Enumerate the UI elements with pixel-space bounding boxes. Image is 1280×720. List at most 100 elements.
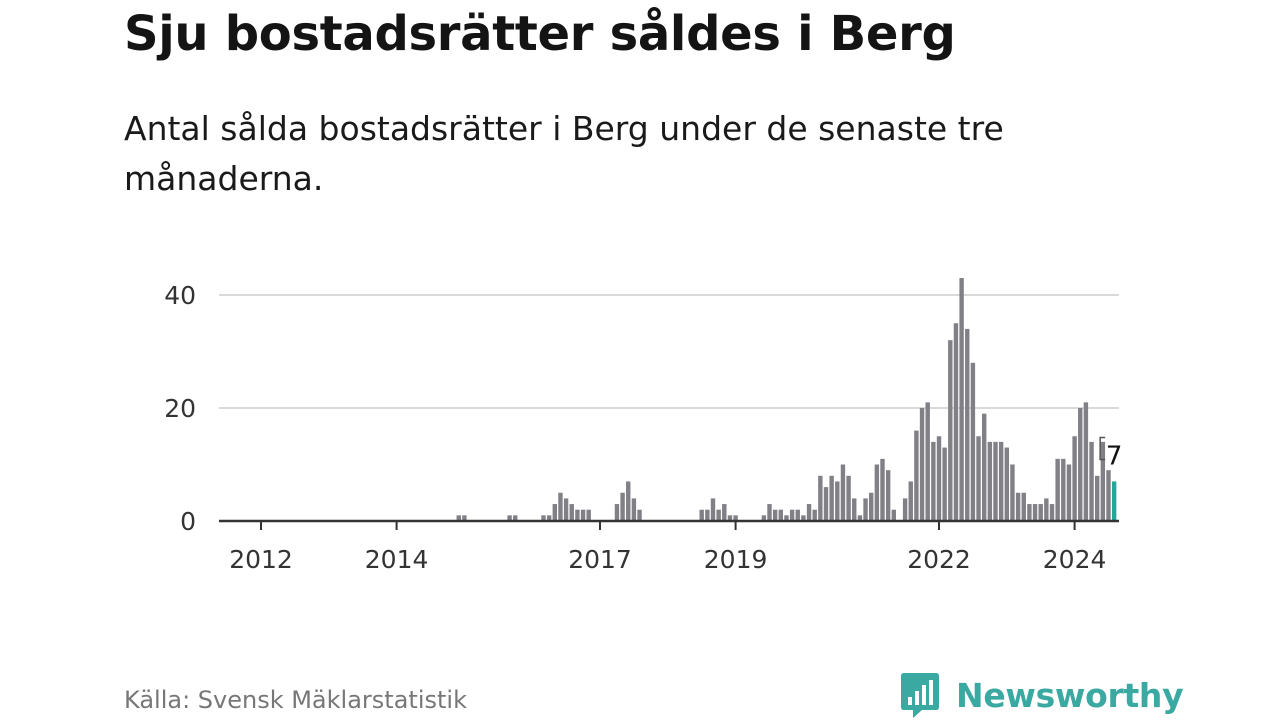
bar <box>784 515 789 521</box>
bar <box>722 504 727 521</box>
x-tick-label-2022: 2022 <box>907 545 971 574</box>
bar <box>462 515 467 521</box>
bar <box>835 481 840 521</box>
bar <box>1083 402 1089 521</box>
x-tick-label-2014: 2014 <box>365 545 429 574</box>
bar <box>993 441 998 521</box>
bar <box>586 509 591 521</box>
bar <box>998 441 1004 521</box>
bar <box>733 515 738 521</box>
bar <box>1066 464 1072 521</box>
bar <box>936 436 942 521</box>
bar <box>1055 458 1060 521</box>
data-label-latest: 7 <box>1106 441 1123 471</box>
labels: 0 20 40 2012 2014 2017 2019 2022 2024 7 <box>164 281 1122 574</box>
bar <box>1106 470 1111 521</box>
bar <box>914 430 919 521</box>
bar <box>908 481 913 521</box>
source-note: Källa: Svensk Mäklarstatistik <box>124 686 467 714</box>
bar <box>1044 498 1049 521</box>
y-tick-label-0: 0 <box>180 507 196 536</box>
bar <box>970 362 976 521</box>
annotation-bracket <box>1099 436 1106 461</box>
bar <box>891 509 896 521</box>
bar <box>637 509 642 521</box>
bar <box>1072 436 1077 521</box>
bar <box>569 504 574 521</box>
bar <box>778 509 783 521</box>
bar <box>823 487 829 521</box>
bar <box>552 504 557 521</box>
bar <box>727 515 733 521</box>
axes <box>219 519 1119 530</box>
bar <box>874 464 880 521</box>
gridlines <box>219 294 1119 409</box>
bar <box>806 504 812 521</box>
brand-name: Newsworthy <box>956 675 1184 715</box>
bar <box>710 498 716 521</box>
x-tick-label-2017: 2017 <box>568 545 632 574</box>
bar <box>863 498 868 521</box>
bar <box>1038 504 1043 521</box>
bar <box>1061 458 1066 521</box>
bar <box>789 509 795 521</box>
y-tick-label-20: 20 <box>164 394 196 423</box>
bar <box>840 464 846 521</box>
bar <box>1010 464 1015 521</box>
bar <box>1095 475 1100 521</box>
bar <box>456 515 461 521</box>
bar <box>987 441 993 521</box>
bar <box>925 402 930 521</box>
bar <box>1100 441 1106 521</box>
newsworthy-logo-icon <box>901 673 939 718</box>
bar <box>931 441 936 521</box>
x-tick-label-2019: 2019 <box>704 545 768 574</box>
bar <box>829 475 834 521</box>
x-tick-label-2024: 2024 <box>1043 545 1107 574</box>
bar <box>580 509 586 521</box>
bar <box>1027 504 1032 521</box>
bar <box>558 492 563 521</box>
bar <box>1049 504 1055 521</box>
bar <box>767 504 772 521</box>
bar <box>880 458 885 521</box>
bar <box>965 328 970 521</box>
bar <box>1032 504 1038 521</box>
bar <box>976 436 981 521</box>
bar <box>801 515 806 521</box>
bar <box>1015 492 1021 521</box>
bar <box>1078 408 1083 521</box>
bar <box>846 475 851 521</box>
bar <box>1021 492 1026 521</box>
bar <box>953 323 959 521</box>
bar <box>812 509 817 521</box>
bar-series <box>456 278 1117 521</box>
bar <box>620 492 625 521</box>
bar <box>631 498 637 521</box>
x-tick-label-2012: 2012 <box>229 545 293 574</box>
bar <box>885 470 891 521</box>
bar <box>575 509 580 521</box>
bar <box>546 515 552 521</box>
bar <box>716 509 721 521</box>
bar <box>541 515 546 521</box>
bar <box>818 475 823 521</box>
bar <box>626 481 631 521</box>
brand-logo[interactable]: Newsworthy <box>900 670 1184 720</box>
bar <box>507 515 512 521</box>
bar <box>614 504 620 521</box>
bar <box>852 498 857 521</box>
chart-title: Sju bostadsrätter såldes i Berg <box>124 6 956 62</box>
bar <box>869 492 874 521</box>
bar <box>1004 447 1009 521</box>
bar <box>942 447 947 521</box>
bar <box>1089 441 1094 521</box>
bar <box>563 498 569 521</box>
bar <box>902 498 908 521</box>
bar <box>959 278 964 521</box>
bar-highlight <box>1111 481 1117 521</box>
bar <box>761 515 767 521</box>
bar <box>772 509 778 521</box>
bar <box>795 509 800 521</box>
